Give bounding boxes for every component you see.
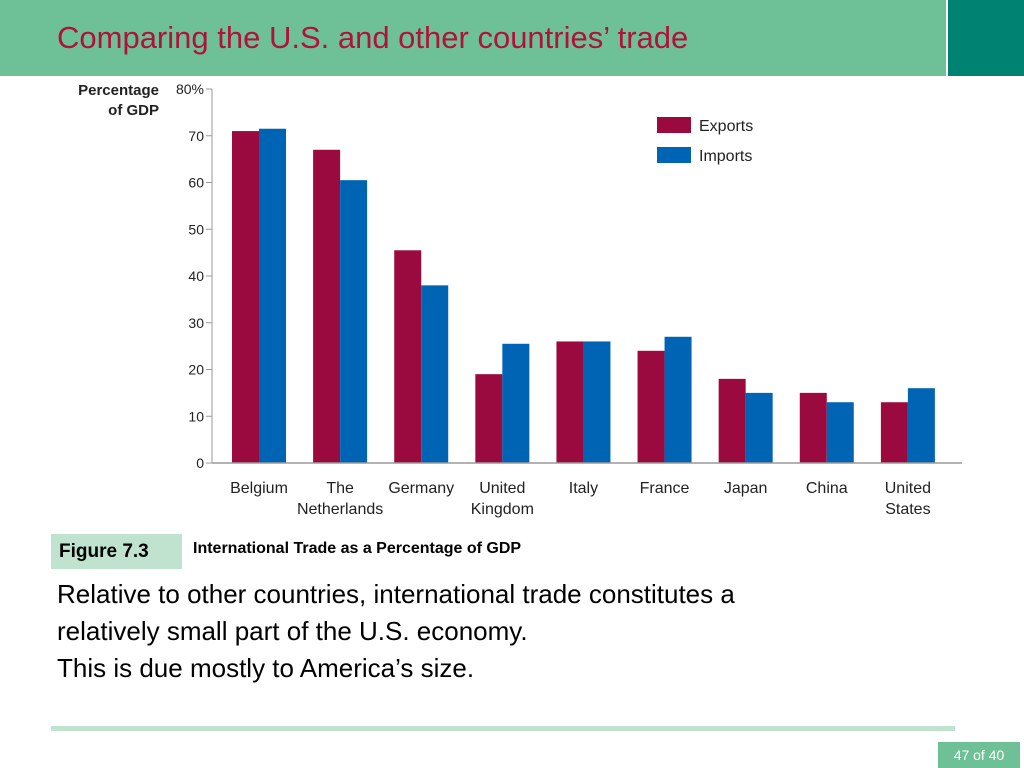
bottom-divider bbox=[51, 726, 955, 731]
imports-bar bbox=[583, 341, 611, 463]
x-tick-label: China bbox=[806, 480, 848, 497]
x-tick-label: Japan bbox=[724, 480, 768, 497]
title-accent-block bbox=[948, 0, 1024, 76]
imports-bar bbox=[907, 388, 935, 463]
x-tick-label: United bbox=[479, 480, 525, 497]
figure-caption: International Trade as a Percentage of G… bbox=[193, 540, 522, 557]
x-tick-label: The bbox=[326, 480, 354, 497]
legend-swatch-exports bbox=[657, 117, 691, 133]
y-tick-label: 60 bbox=[188, 175, 204, 191]
y-tick-label: 30 bbox=[188, 315, 204, 331]
imports-bar bbox=[826, 402, 854, 463]
exports-bar bbox=[880, 402, 908, 463]
x-tick-label: France bbox=[640, 480, 690, 497]
exports-bar bbox=[475, 374, 503, 463]
imports-bar bbox=[259, 128, 286, 464]
imports-bar bbox=[340, 180, 368, 463]
exports-bar bbox=[313, 149, 341, 463]
x-tick-label: United bbox=[885, 480, 931, 497]
x-tick-label: Germany bbox=[388, 480, 454, 497]
exports-bar bbox=[637, 350, 665, 463]
body-line-3: This is due mostly to America’s size. bbox=[57, 653, 475, 683]
figure-label: Figure 7.3 bbox=[51, 534, 182, 569]
imports-bar bbox=[664, 336, 692, 463]
x-tick-label: Italy bbox=[569, 480, 598, 497]
body-line-2: relatively small part of the U.S. econom… bbox=[57, 616, 528, 646]
exports-bar bbox=[556, 341, 584, 463]
y-tick-label: 20 bbox=[188, 362, 204, 378]
x-tick-label: Kingdom bbox=[471, 501, 534, 518]
y-axis-title: Percentage bbox=[78, 82, 159, 99]
exports-bar bbox=[799, 392, 827, 463]
y-tick-label: 50 bbox=[188, 221, 204, 237]
exports-bar bbox=[394, 250, 422, 463]
body-text: Relative to other countries, internation… bbox=[57, 576, 957, 687]
imports-bar bbox=[421, 285, 449, 463]
y-axis-title: of GDP bbox=[108, 102, 159, 119]
x-tick-label: Belgium bbox=[230, 480, 288, 497]
exports-bar bbox=[718, 378, 746, 463]
x-tick-label: Netherlands bbox=[297, 501, 383, 518]
bar-chart: 0 10 20 30 40 50 60 70 80% Percentage of GDP Belgiu… bbox=[78, 81, 962, 518]
title-bar bbox=[0, 0, 946, 76]
imports-bar bbox=[502, 343, 530, 463]
page-indicator: 47 of 40 bbox=[938, 742, 1020, 768]
body-line-1: Relative to other countries, internation… bbox=[57, 579, 735, 609]
y-tick-label: 70 bbox=[188, 128, 204, 144]
y-tick-label: 80% bbox=[176, 81, 204, 97]
legend-label-imports: Imports bbox=[699, 148, 752, 165]
slide-title: Comparing the U.S. and other countries’ … bbox=[57, 20, 689, 55]
imports-bar bbox=[745, 392, 773, 463]
legend-label-exports: Exports bbox=[699, 118, 753, 135]
x-tick-label: States bbox=[885, 501, 930, 518]
exports-bar bbox=[232, 131, 259, 463]
legend-swatch-imports bbox=[657, 147, 691, 163]
y-tick-label: 0 bbox=[196, 455, 204, 471]
y-tick-label: 10 bbox=[188, 408, 204, 424]
y-tick-label: 40 bbox=[188, 268, 204, 284]
